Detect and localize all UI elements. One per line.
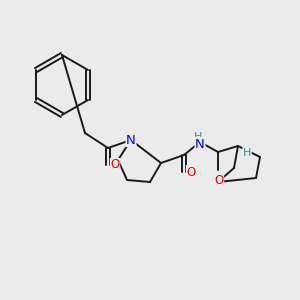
Text: O: O [214, 175, 224, 188]
Text: O: O [186, 166, 196, 178]
Text: N: N [126, 134, 136, 146]
Text: H: H [194, 132, 202, 142]
Text: N: N [195, 137, 205, 151]
Text: O: O [110, 158, 120, 172]
Text: H: H [243, 148, 251, 158]
